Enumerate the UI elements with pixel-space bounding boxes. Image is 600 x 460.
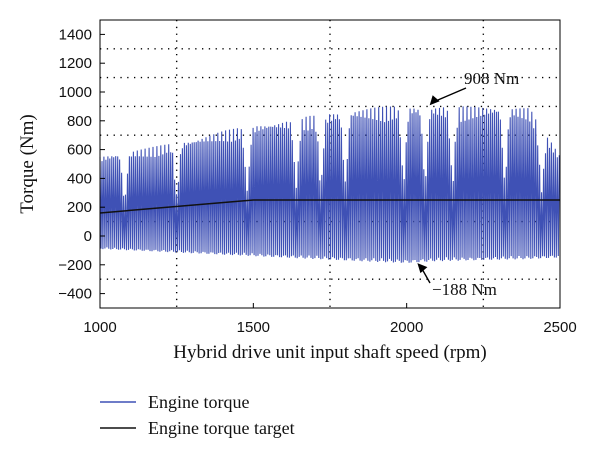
x-tick-label: 2000 (390, 319, 423, 336)
annotation-min-label: −188 Nm (432, 280, 497, 299)
y-tick-label: 1000 (59, 84, 92, 101)
y-axis-title: Torque (Nm) (17, 114, 38, 213)
x-tick-label: 1000 (83, 319, 116, 336)
y-tick-label: −200 (58, 257, 92, 274)
x-tick-label: 1500 (237, 319, 270, 336)
y-tick-label: 600 (67, 142, 92, 159)
engine-torque-line (99, 106, 560, 263)
legend: Engine torque Engine torque target (100, 392, 295, 438)
annotations: 908 Nm −188 Nm (417, 69, 519, 299)
x-tick-label: 2500 (543, 319, 576, 336)
y-tick-label: 1400 (59, 26, 92, 43)
y-tick-label: 1200 (59, 55, 92, 72)
y-tick-label: 400 (67, 170, 92, 187)
annotation-max-arrow (432, 87, 467, 103)
legend-label-engine-torque-target: Engine torque target (148, 418, 295, 438)
annotation-max-arrowhead (429, 95, 440, 106)
x-axis-title: Hybrid drive unit input shaft speed (rpm… (173, 342, 486, 363)
engine-torque-target-series (99, 199, 560, 214)
axis-ticks: 1000 1500 2000 2500 −400 −200 0 200 400 600 800 100… (58, 26, 576, 336)
y-tick-label: −400 (58, 286, 92, 303)
y-tick-label: 200 (67, 199, 92, 216)
engine-torque-series (99, 106, 560, 263)
engine-torque-target-line (99, 199, 560, 214)
plot-frame (99, 19, 561, 309)
legend-label-engine-torque: Engine torque (148, 392, 249, 412)
annotation-min-arrowhead (417, 263, 428, 274)
annotation-max-label: 908 Nm (464, 69, 519, 88)
y-tick-label: 800 (67, 113, 92, 130)
y-tick-label: 0 (84, 228, 92, 245)
